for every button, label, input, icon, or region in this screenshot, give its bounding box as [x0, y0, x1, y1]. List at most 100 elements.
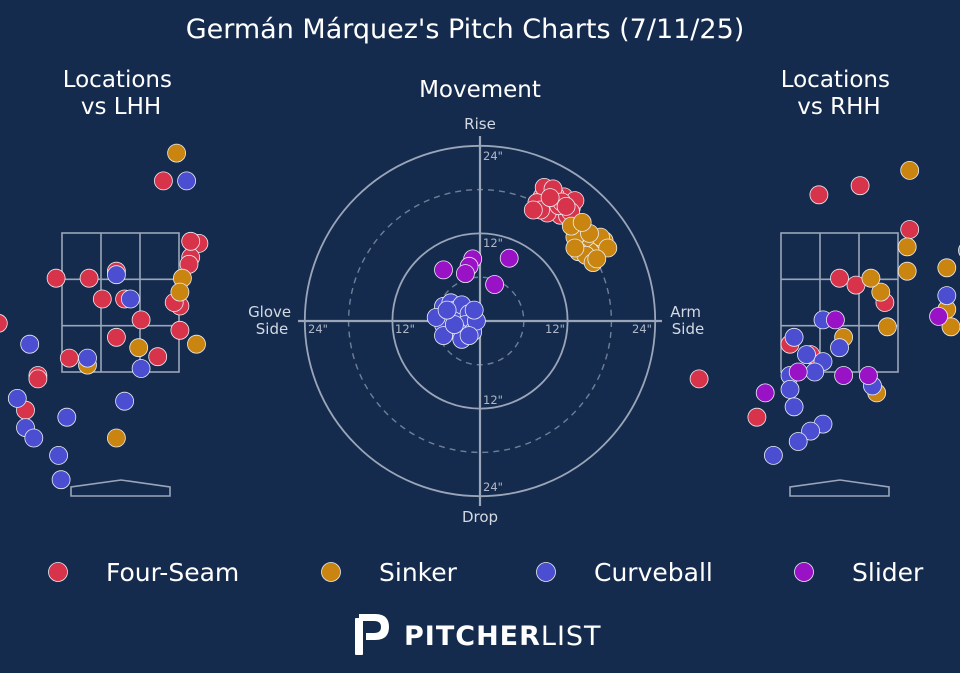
lhh-sinker-point [170, 282, 190, 302]
lhh-curveball-point [49, 445, 68, 465]
rhh-curveball-point [784, 327, 804, 347]
lhh-four-seam-point [0, 314, 8, 333]
lhh-four-seam-point [148, 347, 168, 367]
lhh-curveball-point [107, 265, 126, 285]
movement-slider-point [485, 275, 505, 294]
locations-vs-lhh-panel: Locations vs LHH [0, 67, 209, 497]
rhh-four-seam-point [900, 220, 920, 239]
movement-ring-label: 24" [483, 149, 503, 163]
rhh-four-seam-point [689, 369, 709, 389]
lhh-curveball-point [7, 388, 27, 408]
rhh-sinker-point [878, 317, 897, 337]
lhh-curveball-point [131, 359, 151, 378]
movement-ring-labels: 12" 24" 12" 24" 12" 24" 12" 24" [308, 149, 652, 494]
movement-slider-point [434, 260, 453, 280]
movement-four-seam-point [523, 200, 543, 220]
rhh-slider-point [834, 366, 853, 385]
pitcherlist-p-icon [355, 614, 389, 655]
movement-pitch-points [426, 177, 618, 349]
lhh-curveball-point [78, 348, 97, 368]
rhh-slider-point [788, 362, 808, 382]
lhh-curveball-point [115, 391, 134, 411]
movement-ring-label: 24" [483, 480, 503, 494]
rhh-curveball-point [801, 421, 820, 441]
rhh-curveball-point [805, 362, 825, 382]
movement-curveball-point [437, 300, 457, 320]
lhh-four-seam-point [79, 268, 99, 288]
movement-curveball-point [464, 300, 484, 320]
rhh-curveball-point [830, 338, 849, 358]
legend-curveball-marker [536, 562, 556, 582]
rise-axis-label: Rise [464, 115, 496, 133]
movement-sinker-point [587, 249, 607, 269]
lhh-pitch-points [0, 143, 209, 490]
rhh-panel-title: Locations vs RHH [781, 67, 898, 120]
legend-sinker-marker [321, 562, 341, 582]
locations-vs-rhh-panel: Locations vs RHH [689, 67, 960, 497]
rhh-slider-point [826, 310, 845, 330]
movement-ring-label: 24" [632, 322, 652, 336]
lhh-four-seam-point [28, 369, 48, 389]
glove-side-axis-label: Glove Side [248, 303, 296, 338]
rhh-sinker-point [897, 261, 917, 281]
lhh-four-seam-point [59, 348, 79, 368]
lhh-sinker-point [129, 338, 149, 358]
legend-slider-label: Slider [852, 558, 924, 587]
movement-panel: Movement Rise Drop Glove Side Arm Side 1… [248, 77, 706, 526]
rhh-sinker-point [941, 317, 960, 337]
rhh-slider-point [755, 383, 775, 403]
lhh-curveball-point [20, 334, 40, 354]
movement-ring-label: 12" [483, 236, 503, 250]
lhh-four-seam-point [153, 171, 173, 191]
rhh-pitch-points [689, 160, 960, 465]
lhh-curveball-point [177, 171, 197, 191]
arm-side-axis-label: Arm Side [670, 303, 706, 338]
lhh-curveball-point [120, 289, 140, 309]
rhh-curveball-point [784, 397, 804, 417]
lhh-four-seam-point [181, 231, 201, 251]
chart-title: Germán Márquez's Pitch Charts (7/11/25) [186, 14, 745, 45]
rhh-sinker-point [897, 237, 917, 257]
lhh-curveball-point [24, 428, 44, 448]
movement-ring-label: 24" [308, 322, 328, 336]
legend-sinker-label: Sinker [379, 558, 458, 587]
movement-ring-label: 12" [395, 322, 415, 336]
lhh-four-seam-point [46, 268, 66, 288]
lhh-sinker-point [187, 334, 206, 354]
rhh-curveball-point [937, 286, 957, 306]
legend-four-seam-marker [48, 562, 68, 582]
movement-sinker-point [572, 212, 592, 232]
lhh-sinker-point [167, 143, 187, 163]
lhh-curveball-point [57, 407, 77, 427]
rhh-four-seam-point [830, 268, 849, 288]
rhh-four-seam-point [747, 407, 767, 427]
pitcherlist-wordmark: PITCHERLIST [404, 621, 602, 652]
rhh-slider-point [929, 306, 948, 326]
movement-sinker-point [565, 238, 585, 258]
movement-ring-label: 12" [545, 322, 565, 336]
lhh-panel-title: Locations vs LHH [63, 67, 180, 120]
lhh-four-seam-point [92, 289, 112, 309]
rhh-sinker-point [871, 282, 891, 302]
lhh-four-seam-point [131, 310, 151, 330]
legend: Four-Seam Sinker Curveball Slider [48, 558, 924, 587]
movement-four-seam-point [540, 188, 560, 208]
rhh-slider-point [859, 366, 878, 385]
rhh-sinker-point [900, 160, 920, 180]
rhh-home-plate [789, 479, 890, 497]
movement-four-seam-point [556, 196, 576, 216]
lhh-four-seam-point [170, 320, 190, 340]
rhh-curveball-point [797, 345, 816, 365]
rhh-curveball-point [764, 445, 783, 465]
rhh-sinker-point [861, 268, 881, 288]
lhh-home-plate [70, 479, 171, 497]
pitcherlist-logo: PITCHERLIST [355, 614, 602, 655]
lhh-sinker-point [107, 428, 126, 448]
rhh-four-seam-point [809, 185, 829, 205]
lhh-four-seam-point [107, 327, 126, 347]
legend-four-seam-label: Four-Seam [106, 558, 239, 587]
lhh-curveball-point [51, 470, 71, 490]
legend-curveball-label: Curveball [594, 558, 713, 587]
